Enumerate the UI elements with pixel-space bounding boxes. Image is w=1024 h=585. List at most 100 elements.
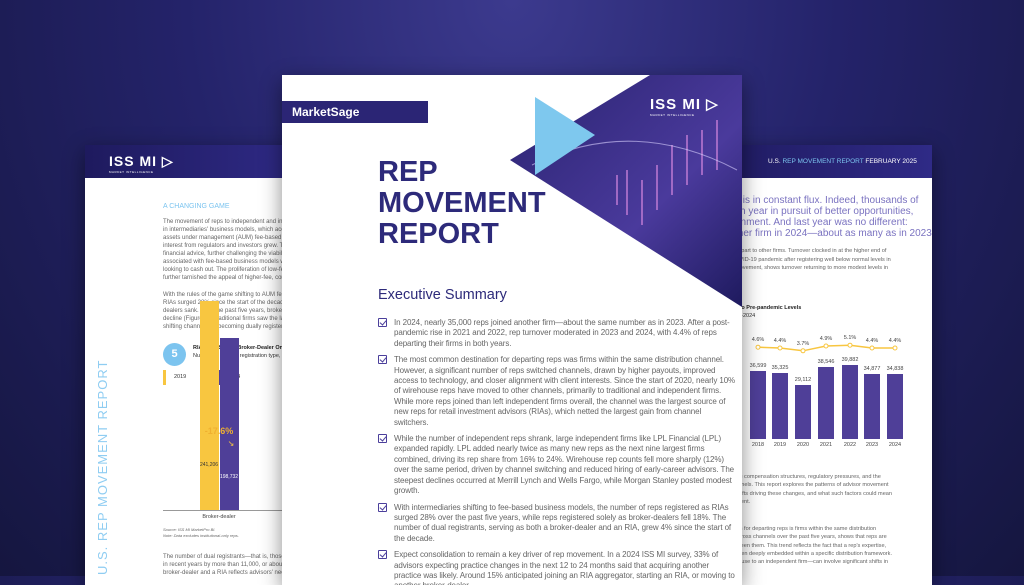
figure-subtitle: 15-2024	[735, 313, 756, 319]
bar-2024	[887, 374, 903, 439]
paragraph: ion for departing reps is firms within t…	[735, 525, 892, 566]
figure-note: Note: Data excludes institutional-only r…	[163, 533, 239, 538]
paragraph: With the rules of the game shifting to A…	[163, 291, 287, 331]
bar-value-label: 29,112	[794, 376, 812, 383]
paragraph: The movement of reps to independent and …	[163, 218, 289, 282]
text-line: shifting channels, or becoming dually re…	[163, 324, 287, 330]
bar-value-label: 36,599	[749, 363, 767, 370]
checkbox-icon	[378, 550, 387, 560]
bar-value-label: 38,546	[817, 359, 835, 366]
legend-label: 2019	[174, 374, 187, 380]
intro-text: s is in constant flux. Indeed, thousands…	[735, 195, 932, 239]
checkbox-icon	[378, 502, 387, 512]
x-tick-label: 2021	[819, 442, 833, 448]
legend-swatch-2019	[163, 370, 166, 385]
bar-value-label: 39,882	[841, 357, 859, 363]
bar-2021	[818, 367, 834, 439]
turnover-point	[869, 345, 875, 351]
text-line: depart to other firms. Turnover clocked …	[735, 248, 887, 254]
summary-bullet: While the number of independent reps shr…	[378, 434, 736, 496]
checkbox-icon	[378, 318, 387, 327]
candlestick-decoration	[616, 120, 718, 225]
turnover-line	[755, 342, 898, 354]
bar-value-label: 34,838	[886, 366, 904, 373]
paragraph: The number of dual registrants—that is, …	[163, 553, 289, 577]
bar-2022	[842, 365, 858, 439]
iss-mi-logo: ISS MI ▷ MARKET INTELLIGENCE	[650, 96, 719, 117]
paragraph: depart to other firms. Turnover clocked …	[735, 247, 891, 273]
text-line: broker-dealer and a RIA reflects advisor…	[163, 570, 288, 576]
chart-baseline	[163, 510, 300, 511]
turnover-point	[777, 345, 783, 351]
text-line: RIAs surged 28% since the start of the d…	[163, 300, 287, 306]
bar-2019	[772, 373, 788, 439]
text-line: further tarnished the appeal of higher-f…	[163, 275, 287, 281]
bar-value-label: 34,877	[863, 366, 881, 373]
text-line: in intermediaries' business models, whic…	[163, 227, 289, 233]
play-triangle-icon	[535, 97, 595, 175]
summary-bullet: In 2024, nearly 35,000 reps joined anoth…	[378, 318, 736, 349]
text-line: ch year in pursuit of better opportuniti…	[735, 206, 914, 217]
report-title: REP MOVEMENT REPORT	[378, 156, 546, 250]
x-tick-label: 2020	[796, 442, 810, 448]
figure-title: RIA Reps Surge, Broker-Dealer Only R	[193, 345, 294, 351]
paragraph: ing compensation structures, regulatory …	[735, 473, 892, 506]
section-heading: A CHANGING GAME	[163, 203, 230, 210]
text-line: ion for departing reps is firms within t…	[735, 526, 877, 532]
x-tick-label: 2019	[773, 442, 787, 448]
bar-value-label: 241,206	[199, 462, 219, 468]
text-line: annels. This report explores the pattern…	[735, 482, 889, 489]
x-tick-label: 2024	[888, 442, 902, 448]
line-value-label: 4.4%	[888, 338, 902, 344]
turnover-point	[892, 345, 898, 351]
line-value-label: 3.7%	[796, 340, 810, 347]
x-tick-label: 2022	[843, 442, 857, 448]
text-line: looking to cash out. The proliferation o…	[163, 267, 284, 273]
text-line: house to an independent firm—can involve…	[735, 559, 888, 566]
category-label: Broker-dealer	[202, 514, 236, 520]
marketsage-banner: MarketSage	[282, 101, 428, 123]
checkbox-icon	[378, 355, 387, 365]
report-page-left: ISS MI ▷ MARKET INTELLIGENCE A CHANGING G…	[85, 145, 300, 585]
page-header-band	[85, 145, 300, 178]
down-arrow-icon: ↘	[227, 439, 235, 448]
text-line: financial advice, further challenging th…	[163, 251, 286, 257]
vertical-report-title: U.S. REP MOVEMENT REPORT	[95, 359, 110, 575]
text-line: The movement of reps to independent and …	[163, 219, 289, 225]
page-header-title: U.S. REP MOVEMENT REPORT FEBRUARY 2025	[768, 158, 917, 165]
turnover-point	[847, 342, 853, 348]
text-line: interest from regulators and investors g…	[163, 243, 287, 249]
x-tick-label: 2023	[865, 442, 879, 448]
text-line: ther firm in 2024—about as many as in 20…	[735, 228, 932, 239]
text-line: gnment. And last year was no different:	[735, 217, 908, 228]
checkbox-icon	[378, 434, 387, 444]
line-value-label: 4.6%	[751, 337, 765, 344]
line-value-label: 4.4%	[773, 338, 787, 344]
text-line: decline (Figure 5). Traditional firms sa…	[163, 316, 287, 322]
bar-2023	[864, 374, 880, 439]
text-line: assets under management (AUM) fee-based …	[163, 235, 287, 241]
bar-value-label: 35,325	[771, 365, 789, 372]
bar-2019	[200, 300, 219, 510]
text-line: movement, shows turnover returning to mo…	[735, 265, 888, 271]
text-line: The number of dual registrants—that is, …	[163, 554, 285, 560]
line-value-label: 5.1%	[843, 335, 857, 342]
bar-value-label: 198,732	[219, 474, 239, 480]
bar-2018	[750, 371, 766, 439]
cover-graphic	[510, 75, 742, 307]
text-line: across channels over the past five years…	[735, 534, 887, 541]
text-line: talent.	[735, 498, 751, 505]
section-heading: Executive Summary	[378, 287, 507, 303]
x-tick-label: 2018	[751, 442, 765, 448]
iss-mi-logo: ISS MI ▷ MARKET INTELLIGENCE	[109, 153, 174, 174]
figure-source: Source: ISS MI MarketPro BI.	[163, 527, 216, 532]
turnover-point	[755, 344, 761, 350]
text-line: associated with fee-based business model…	[163, 259, 285, 265]
report-cover-page: ISS MI ▷ MARKET INTELLIGENCE MarketSage R…	[282, 75, 742, 585]
change-annotation: -17.6%	[204, 426, 234, 436]
summary-bullet: With intermediaries shifting to fee-base…	[378, 502, 736, 545]
bar-2024	[220, 337, 239, 510]
figure-title: s to Pre-pandemic Levels	[735, 305, 802, 311]
text-line: OVID-19 pandemic after registering well …	[735, 256, 891, 263]
text-line: dealers sank. Over the past five years, …	[163, 308, 287, 314]
